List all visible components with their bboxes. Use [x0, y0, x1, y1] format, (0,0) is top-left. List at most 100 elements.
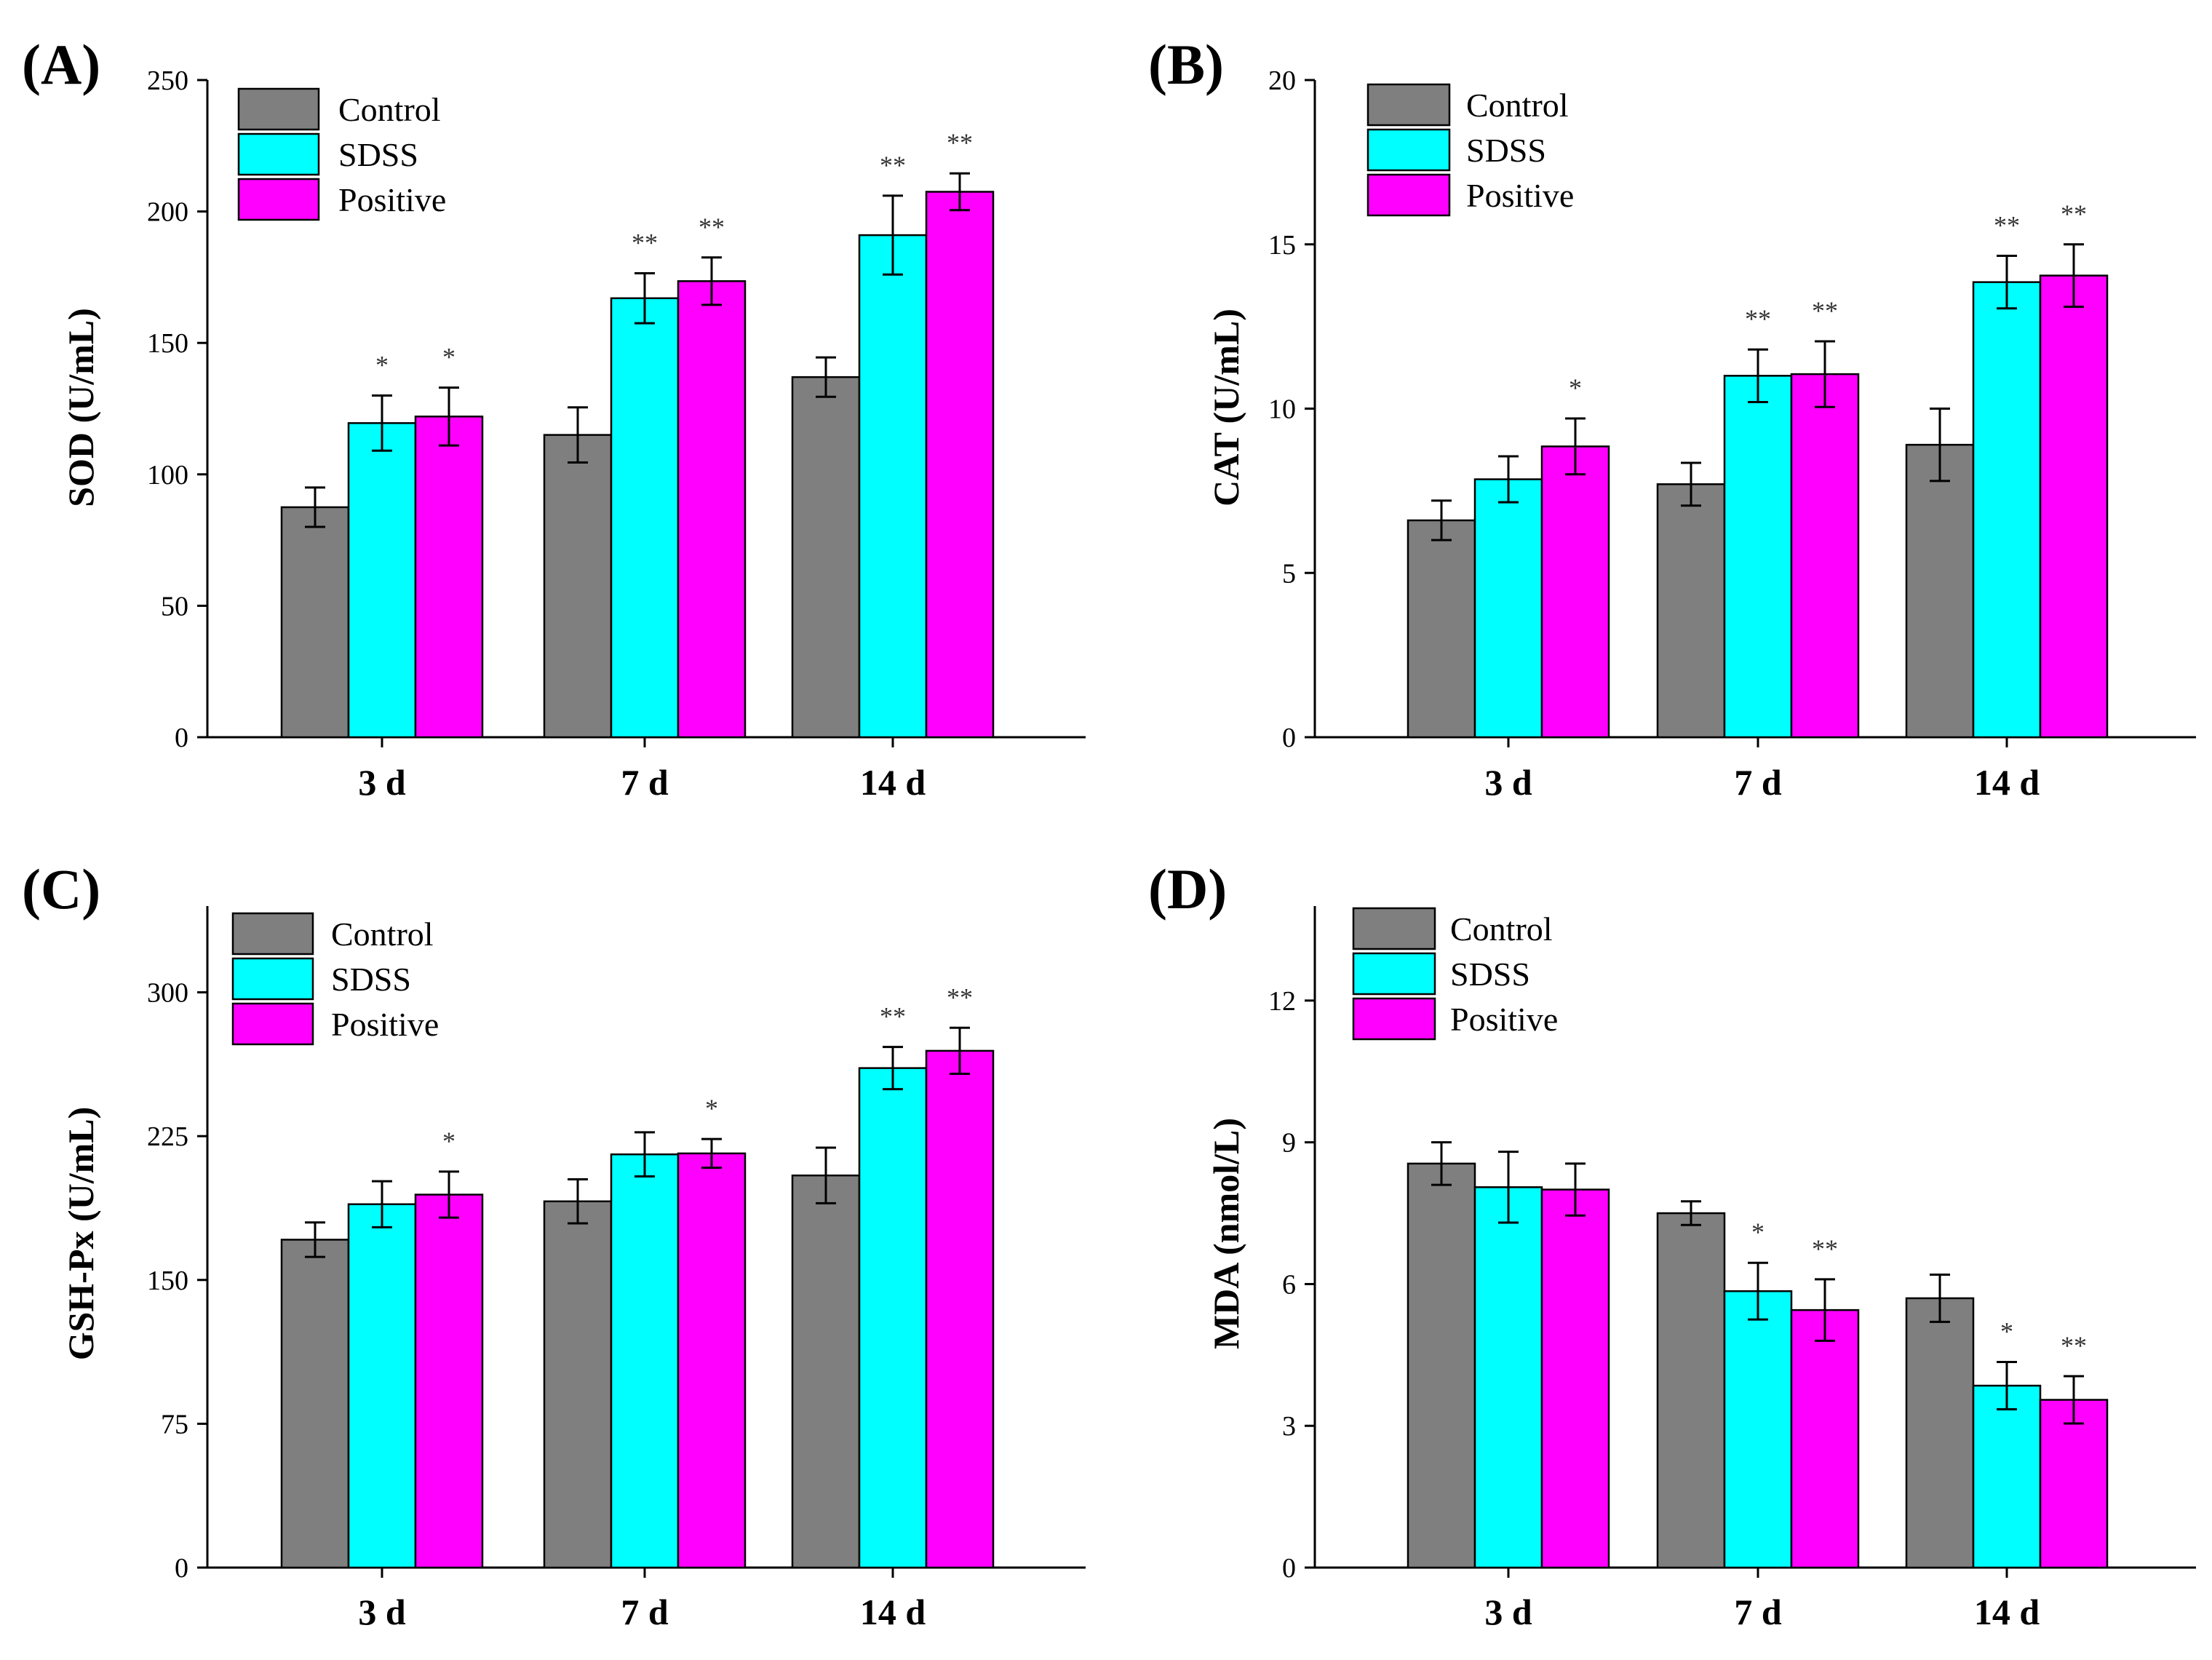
y-tick-label: 50	[161, 591, 188, 621]
y-tick-label: 0	[175, 723, 188, 753]
legend-swatch-sdss	[1352, 952, 1436, 996]
bar-sdss-14d	[858, 234, 928, 739]
panel-label: (C)	[22, 857, 100, 921]
legend-label-sdss: SDSS	[1450, 956, 1530, 993]
chart-panel-c: (C) GSH-Px (U/mL) 0 75 150 225 300 3 d * 7 d * 14 d…	[22, 857, 1086, 1632]
y-tick-label: 225	[147, 1121, 188, 1152]
bar-control-14d	[791, 1174, 861, 1569]
y-tick-label: 300	[147, 978, 188, 1009]
bar-sdss-3d	[347, 422, 417, 739]
bar-sdss-14d	[858, 1067, 928, 1569]
legend-label-positive: Positive	[338, 181, 446, 218]
legend-label-control: Control	[331, 916, 434, 953]
y-tick-label: 6	[1282, 1269, 1296, 1300]
x-tick-label: 3 d	[1484, 762, 1532, 803]
bar-sdss-7d	[610, 1153, 680, 1569]
bar-positive-3d	[1540, 1188, 1610, 1569]
bar-positive-3d	[1540, 445, 1610, 739]
bar-control-7d	[1656, 1212, 1726, 1569]
legend-label-control: Control	[1450, 910, 1553, 948]
bar-control-7d	[543, 1200, 613, 1569]
y-tick-label: 100	[147, 460, 188, 491]
bar-sdss-3d	[1473, 1186, 1543, 1569]
legend-swatch-control	[1366, 83, 1451, 127]
panel-label: (A)	[22, 33, 100, 96]
y-tick-label: 3	[1282, 1411, 1296, 1442]
legend-swatch-control	[1352, 907, 1436, 950]
legend-swatch-sdss	[237, 132, 320, 176]
legend: Control SDSS Positive	[237, 87, 446, 221]
legend-swatch-positive	[1366, 173, 1451, 217]
bar-sdss-7d	[1723, 1290, 1793, 1569]
significance-marker: *	[442, 343, 455, 372]
bar-sdss-3d	[347, 1203, 417, 1569]
legend: Control SDSS Positive	[1352, 907, 1558, 1041]
bar-control-3d	[280, 1239, 350, 1569]
bar-positive-14d	[925, 191, 995, 739]
bar-control-7d	[1656, 483, 1726, 739]
significance-marker: **	[699, 213, 725, 242]
bar-positive-7d	[677, 1152, 747, 1569]
bar-control-14d	[1905, 1297, 1975, 1569]
y-tick-label: 15	[1268, 230, 1296, 261]
bar-positive-7d	[1790, 373, 1860, 739]
bar-control-14d	[791, 376, 861, 739]
x-tick-label: 14 d	[1974, 1592, 2040, 1632]
significance-marker: **	[2061, 199, 2087, 229]
legend-label-positive: Positive	[1466, 177, 1574, 214]
y-tick-label: 10	[1268, 394, 1296, 425]
significance-marker: **	[2061, 1331, 2087, 1360]
significance-marker: **	[947, 982, 973, 1012]
y-tick-label: 5	[1282, 558, 1296, 589]
bar-positive-7d	[677, 280, 747, 739]
x-tick-label: 3 d	[358, 762, 406, 803]
legend-swatch-positive	[237, 178, 320, 221]
bar-sdss-3d	[1473, 478, 1543, 739]
bar-control-3d	[1407, 1162, 1476, 1569]
y-tick-label: 20	[1268, 65, 1296, 96]
bar-sdss-7d	[1723, 375, 1793, 739]
y-tick-label: 150	[147, 328, 188, 359]
y-axis-label: GSH-Px (U/mL)	[60, 1107, 101, 1361]
significance-marker: *	[375, 350, 389, 379]
bar-sdss-14d	[1972, 281, 2042, 739]
significance-marker: **	[947, 128, 973, 157]
significance-marker: *	[705, 1094, 718, 1123]
legend-label-control: Control	[1466, 87, 1569, 124]
legend-swatch-sdss	[231, 957, 314, 1001]
x-tick-label: 3 d	[358, 1592, 406, 1632]
panel-label: (B)	[1148, 33, 1224, 96]
significance-marker: **	[1745, 304, 1771, 333]
x-tick-label: 7 d	[621, 1592, 669, 1632]
bar-positive-14d	[2039, 274, 2109, 739]
bar-positive-14d	[2039, 1399, 2109, 1569]
y-tick-label: 0	[175, 1553, 188, 1584]
bar-control-3d	[1407, 519, 1476, 739]
significance-marker: *	[2000, 1317, 2013, 1346]
legend-label-sdss: SDSS	[331, 961, 411, 998]
chart-panel-b: (B) CAT (U/mL) 0 5 10 15 20 3 d * 7 d ** ** 14 d ** **…	[1148, 33, 2196, 803]
y-axis-label: SOD (U/mL)	[60, 308, 101, 507]
legend-swatch-sdss	[1366, 128, 1451, 172]
x-tick-label: 14 d	[1974, 762, 2040, 803]
significance-marker: **	[880, 151, 906, 180]
bar-positive-3d	[414, 1194, 484, 1569]
bar-positive-7d	[1790, 1308, 1860, 1569]
bar-sdss-14d	[1972, 1384, 2042, 1569]
significance-marker: **	[1994, 211, 2020, 240]
significance-marker: **	[1812, 1234, 1838, 1263]
legend-label-positive: Positive	[1450, 1001, 1558, 1038]
bar-control-7d	[543, 434, 613, 739]
bar-control-14d	[1905, 443, 1975, 739]
legend-label-control: Control	[338, 91, 441, 128]
significance-marker: **	[880, 1002, 906, 1031]
legend-swatch-control	[231, 912, 314, 956]
y-tick-label: 250	[147, 65, 188, 96]
legend-swatch-control	[237, 87, 320, 131]
x-tick-label: 7 d	[1734, 1592, 1782, 1632]
legend: Control SDSS Positive	[231, 912, 439, 1046]
legend-swatch-positive	[231, 1002, 314, 1046]
y-axis-label: CAT (U/mL)	[1206, 309, 1246, 507]
